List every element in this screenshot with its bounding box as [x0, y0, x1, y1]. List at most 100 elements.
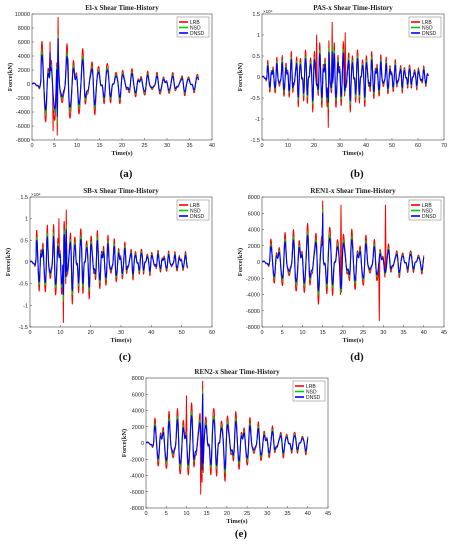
y-tick-label: 6000	[248, 211, 260, 217]
y-exponent-label: ×10⁴	[263, 9, 273, 14]
y-tick-label: 2000	[18, 68, 30, 74]
x-axis-label: Time(s)	[110, 337, 131, 344]
x-tick-label: 60	[209, 330, 215, 336]
y-axis-label: Force(kN)	[5, 248, 12, 276]
y-tick-label: -1.5	[251, 138, 260, 144]
x-tick-label: 0	[260, 330, 263, 336]
panel-caption: (b)	[350, 168, 364, 180]
x-tick-label: 60	[415, 143, 421, 149]
x-tick-label: 15	[320, 330, 326, 336]
y-axis-label: Force(kN)	[237, 248, 244, 276]
legend-entry: LRB	[306, 384, 316, 390]
y-tick-label: 1	[257, 33, 260, 39]
y-tick-label: -4000	[246, 293, 260, 299]
y-tick-label: 2000	[248, 244, 260, 250]
x-tick-label: 30	[337, 143, 343, 149]
y-tick-label: -4000	[130, 474, 144, 480]
y-axis-label: Force(kN)	[237, 63, 244, 91]
legend-entry: DNSD	[190, 214, 205, 220]
legend-entry: DNSD	[422, 214, 437, 220]
y-tick-label: 8000	[18, 26, 30, 32]
y-tick-label: -1	[23, 303, 28, 309]
series-line-dnsd	[262, 212, 425, 292]
y-tick-label: -8000	[246, 325, 260, 331]
y-tick-label: -4000	[16, 110, 30, 116]
x-tick-label: 10	[183, 511, 189, 517]
y-tick-label: -6000	[246, 309, 260, 315]
series-line-dnsd	[30, 228, 189, 296]
y-tick-label: 6000	[132, 392, 144, 398]
y-exponent-label: ×10⁴	[31, 192, 41, 197]
x-axis-label: Time(s)	[342, 150, 363, 157]
x-tick-label: 30	[380, 330, 386, 336]
y-tick-label: 0	[257, 260, 260, 266]
y-tick-label: 0	[141, 441, 144, 447]
y-tick-label: -6000	[130, 490, 144, 496]
y-tick-label: -2000	[130, 457, 144, 463]
x-tick-label: 30	[264, 511, 270, 517]
y-tick-label: 10000	[15, 12, 30, 18]
chart-panel-0: El-x Shear Time-History 0 5 10 15 20 25 30 35 40 -…	[7, 4, 215, 180]
y-tick-label: -8000	[16, 138, 30, 144]
panel-caption: (d)	[350, 351, 364, 363]
y-tick-label: 0.5	[252, 54, 260, 60]
legend-entry: LRB	[190, 20, 200, 26]
series-line-dnsd	[32, 37, 200, 117]
y-axis-label: Force(kN)	[121, 429, 128, 457]
y-tick-label: -8000	[130, 506, 144, 512]
y-tick-label: -0.5	[251, 96, 260, 102]
panel-caption: (e)	[235, 528, 248, 540]
y-tick-label: -1.5	[19, 325, 28, 331]
y-tick-label: -1	[255, 117, 260, 123]
y-tick-label: 4000	[18, 54, 30, 60]
y-tick-label: 2000	[132, 425, 144, 431]
chart-panel-3: REN1-x Shear Time-History 0 5 10 15 20 25 30 35 4…	[237, 187, 447, 363]
legend-entry: NSD	[306, 389, 317, 395]
x-tick-label: 0	[28, 330, 31, 336]
y-tick-label: -0.5	[19, 282, 28, 288]
x-tick-label: 5	[165, 511, 168, 517]
x-tick-label: 50	[179, 330, 185, 336]
x-axis-label: Time(s)	[226, 518, 247, 525]
x-tick-label: 0	[30, 143, 33, 149]
legend-entry: LRB	[422, 20, 432, 26]
x-tick-label: 10	[299, 330, 305, 336]
x-axis-label: Time(s)	[342, 337, 363, 344]
y-tick-label: 1.5	[20, 195, 28, 201]
x-tick-label: 0	[260, 143, 263, 149]
y-tick-label: 0	[25, 260, 28, 266]
x-tick-label: 20	[340, 330, 346, 336]
legend-entry: NSD	[190, 25, 201, 31]
x-tick-label: 10	[74, 143, 80, 149]
x-tick-label: 5	[53, 143, 56, 149]
x-tick-label: 30	[164, 143, 170, 149]
y-tick-label: 4000	[248, 228, 260, 234]
x-tick-label: 30	[118, 330, 124, 336]
x-tick-label: 15	[96, 143, 102, 149]
legend-entry: NSD	[190, 208, 201, 214]
x-tick-label: 45	[325, 511, 331, 517]
chart-title: El-x Shear Time-History	[85, 4, 159, 12]
chart-title: REN1-x Shear Time-History	[310, 187, 396, 195]
y-tick-label: 1	[25, 217, 28, 223]
y-tick-label: 8000	[248, 195, 260, 201]
x-axis-label: Time(s)	[111, 150, 132, 157]
legend-entry: DNSD	[422, 31, 437, 37]
chart-panel-4: REN2-x Shear Time-History 0 5 10 15 20 25 30 35 4…	[121, 368, 331, 540]
y-tick-label: -2000	[16, 96, 30, 102]
x-tick-label: 40	[209, 143, 215, 149]
y-tick-label: 1.5	[252, 12, 260, 18]
x-tick-label: 35	[400, 330, 406, 336]
x-tick-label: 35	[186, 143, 192, 149]
x-tick-label: 40	[421, 330, 427, 336]
chart-title: PAS-x Shear Time-History	[313, 4, 393, 12]
y-tick-label: 4000	[132, 409, 144, 415]
x-tick-label: 20	[224, 511, 230, 517]
x-tick-label: 25	[244, 511, 250, 517]
x-tick-label: 15	[204, 511, 210, 517]
x-tick-label: 0	[144, 511, 147, 517]
y-tick-label: -6000	[16, 124, 30, 130]
